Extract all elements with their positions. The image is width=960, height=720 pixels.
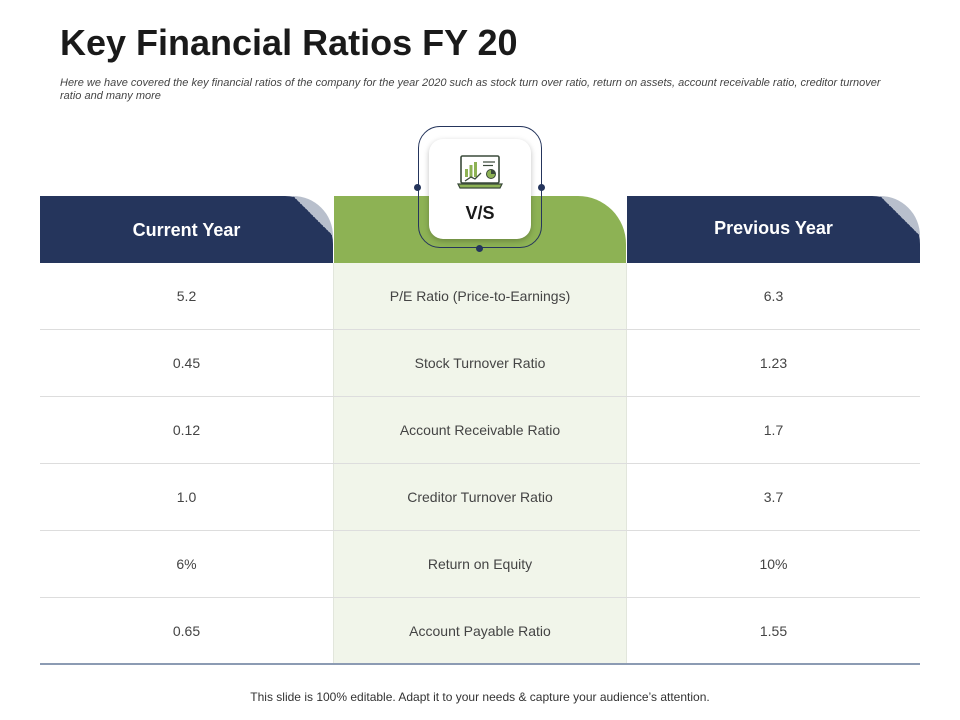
previous-year-header: Previous Year <box>627 196 920 263</box>
badge-dot-left <box>414 184 421 191</box>
ratio-name: Stock Turnover Ratio <box>414 355 546 371</box>
table-row: 1.0 Creditor Turnover Ratio 3.7 <box>40 464 920 531</box>
current-year-value: 1.0 <box>176 489 197 505</box>
slide-footer: This slide is 100% editable. Adapt it to… <box>250 690 710 704</box>
current-year-value: 0.12 <box>172 422 201 438</box>
current-year-value: 5.2 <box>176 288 197 304</box>
table-row: 0.12 Account Receivable Ratio 1.7 <box>40 397 920 464</box>
ratio-name: Account Payable Ratio <box>409 623 551 639</box>
current-year-label: Current Year <box>132 220 241 240</box>
vs-badge: V/S <box>429 139 531 239</box>
vs-label: V/S <box>465 203 495 223</box>
previous-year-value: 3.7 <box>763 489 784 505</box>
current-year-value: 6% <box>176 556 197 572</box>
current-year-value: 0.45 <box>172 355 201 371</box>
ratio-name: Account Receivable Ratio <box>399 422 561 438</box>
previous-year-value: 1.7 <box>763 422 784 438</box>
previous-year-value: 1.55 <box>759 623 788 639</box>
current-year-value: 0.65 <box>172 623 201 639</box>
row-divider <box>40 530 920 531</box>
ratio-name: Return on Equity <box>427 556 533 572</box>
ratio-name: Creditor Turnover Ratio <box>407 489 553 505</box>
table-row: 6% Return on Equity 10% <box>40 531 920 598</box>
row-divider <box>40 463 920 464</box>
table-row: 5.2 P/E Ratio (Price-to-Earnings) 6.3 <box>40 263 920 330</box>
row-divider <box>40 396 920 397</box>
row-divider <box>40 597 920 598</box>
badge-dot-right <box>538 184 545 191</box>
table-bottom-border <box>40 663 920 665</box>
previous-year-value: 1.23 <box>759 355 788 371</box>
laptop-analytics-icon <box>457 155 503 189</box>
ratio-name: P/E Ratio (Price-to-Earnings) <box>389 288 571 304</box>
previous-year-label: Previous Year <box>714 218 833 238</box>
table-row: 0.65 Account Payable Ratio 1.55 <box>40 598 920 665</box>
previous-year-value: 10% <box>759 556 788 572</box>
table-row: 0.45 Stock Turnover Ratio 1.23 <box>40 330 920 397</box>
row-divider <box>40 329 920 330</box>
badge-dot-bottom <box>476 245 483 252</box>
slide-subtitle: Here we have covered the key financial r… <box>60 77 881 102</box>
slide-title: Key Financial Ratios FY 20 <box>60 22 518 63</box>
current-year-header: Current Year <box>40 196 333 263</box>
previous-year-value: 6.3 <box>763 288 784 304</box>
